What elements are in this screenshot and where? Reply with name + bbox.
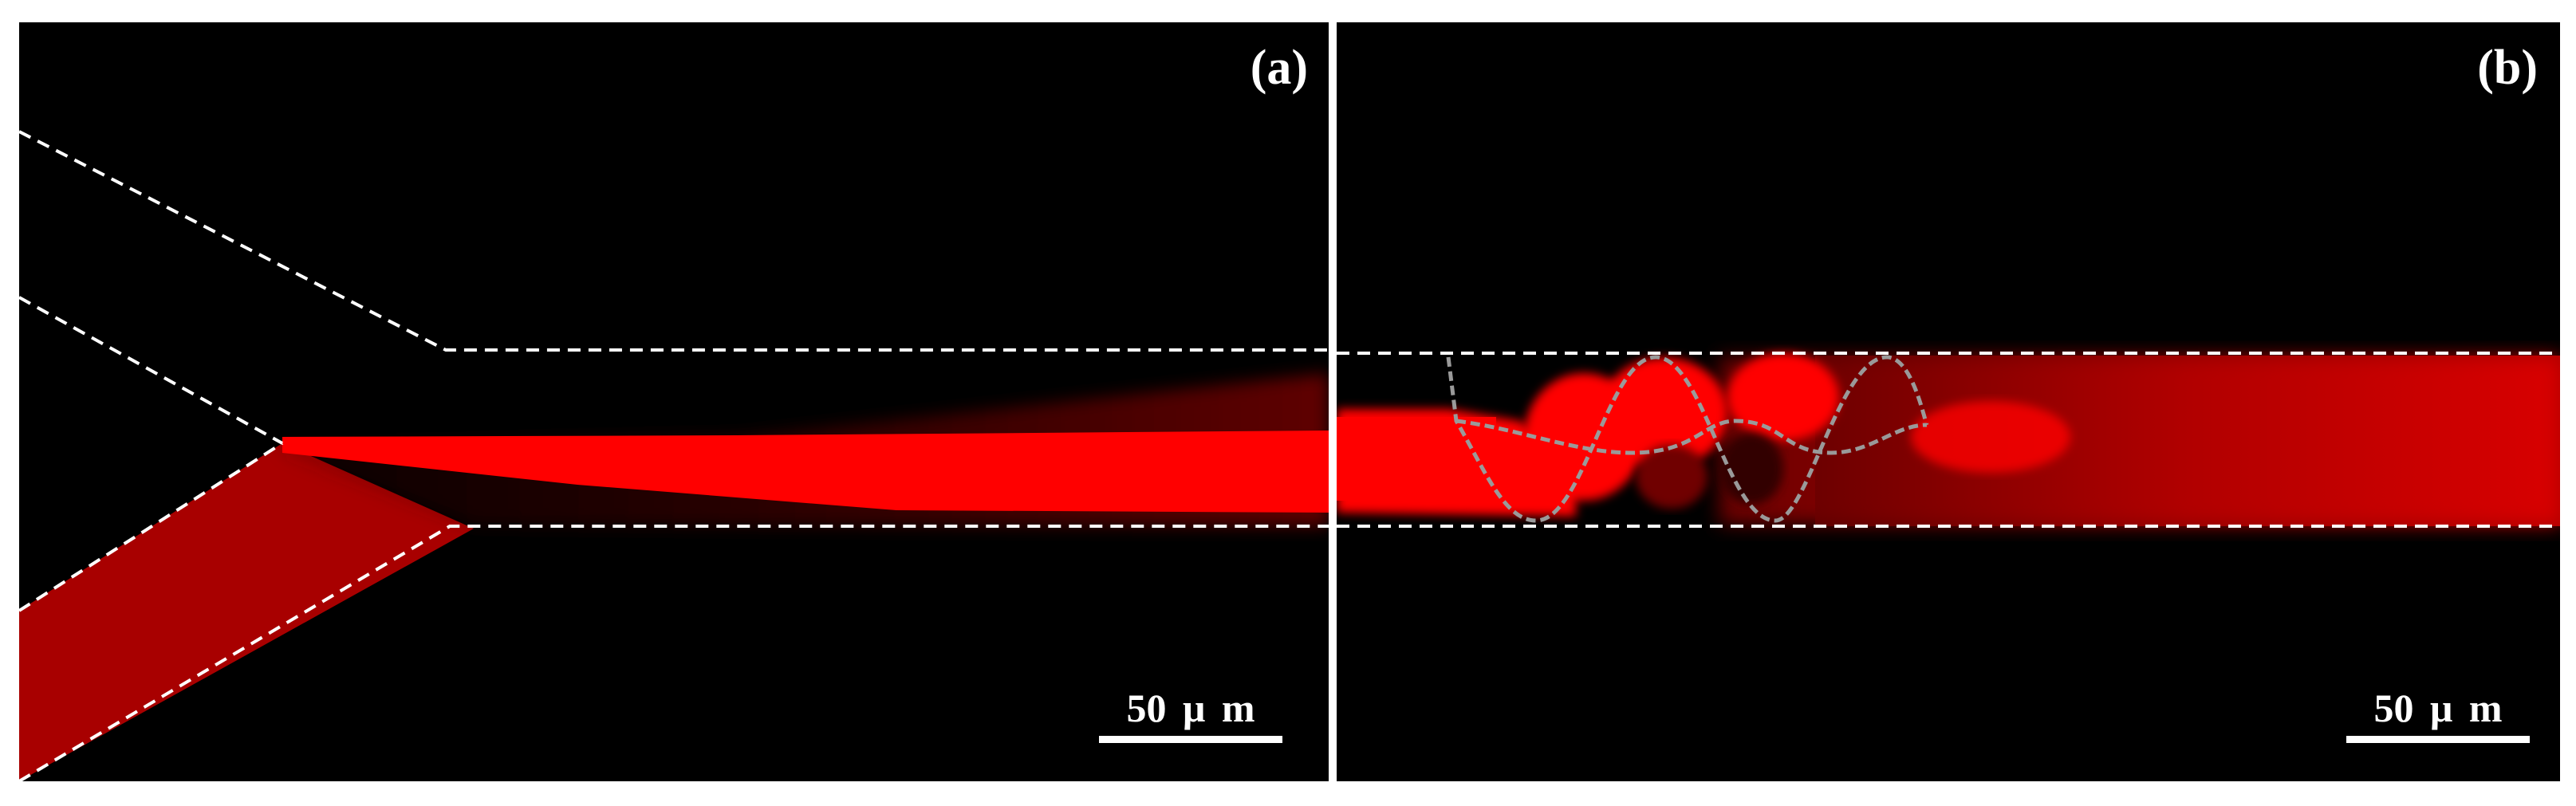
vortex-dark-2 bbox=[1719, 433, 1783, 505]
vortex-3 bbox=[1727, 353, 1839, 441]
waveforms bbox=[1446, 355, 1929, 523]
scale-bar-line-a bbox=[1099, 736, 1282, 743]
inflow-core bbox=[1337, 417, 1496, 501]
panel-a: (a) 50 μ m bbox=[19, 22, 1329, 781]
vortex-2 bbox=[1600, 357, 1727, 469]
dye-inlet bbox=[19, 443, 474, 781]
panel-b-image bbox=[1337, 352, 2560, 528]
scale-bar-a: 50 μ m bbox=[1099, 688, 1282, 743]
scale-bar-line-b bbox=[2346, 736, 2530, 743]
panel-label-b: (b) bbox=[2477, 41, 2538, 95]
scale-bar-text-b: 50 μ m bbox=[2373, 686, 2503, 730]
channel-walls-b bbox=[1337, 352, 2560, 528]
panel-label-a: (a) bbox=[1250, 41, 1308, 95]
panel-a-image bbox=[19, 130, 1329, 781]
vortex-dark-1 bbox=[1636, 445, 1707, 509]
panel-b: (b) 50 μ m bbox=[1337, 22, 2560, 781]
scale-bar-b: 50 μ m bbox=[2346, 688, 2530, 743]
scale-bar-text-a: 50 μ m bbox=[1126, 686, 1255, 730]
dye-stream-core bbox=[282, 438, 1329, 501]
vortex-4 bbox=[1911, 401, 2070, 473]
channel-walls-a bbox=[19, 130, 1329, 781]
